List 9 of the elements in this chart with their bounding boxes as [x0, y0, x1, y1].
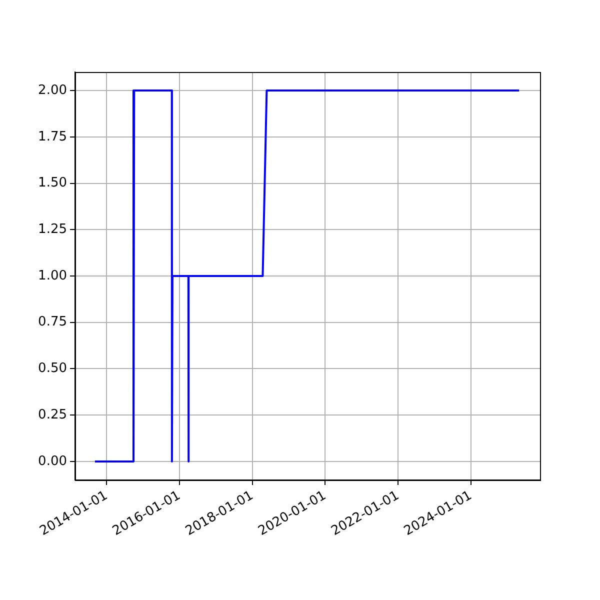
y-tick-label: 1.00 — [38, 268, 67, 284]
y-tick-label: 1.75 — [38, 129, 67, 144]
y-tick-label: 0.25 — [38, 407, 67, 422]
y-tick-label: 1.50 — [38, 176, 67, 191]
y-tick-label: 0.75 — [38, 314, 67, 330]
y-tick-label: 0.50 — [38, 361, 67, 376]
y-tick-label: 2.00 — [38, 82, 67, 98]
y-tick-label: 0.00 — [38, 454, 67, 469]
y-tick-label: 1.25 — [38, 222, 67, 238]
